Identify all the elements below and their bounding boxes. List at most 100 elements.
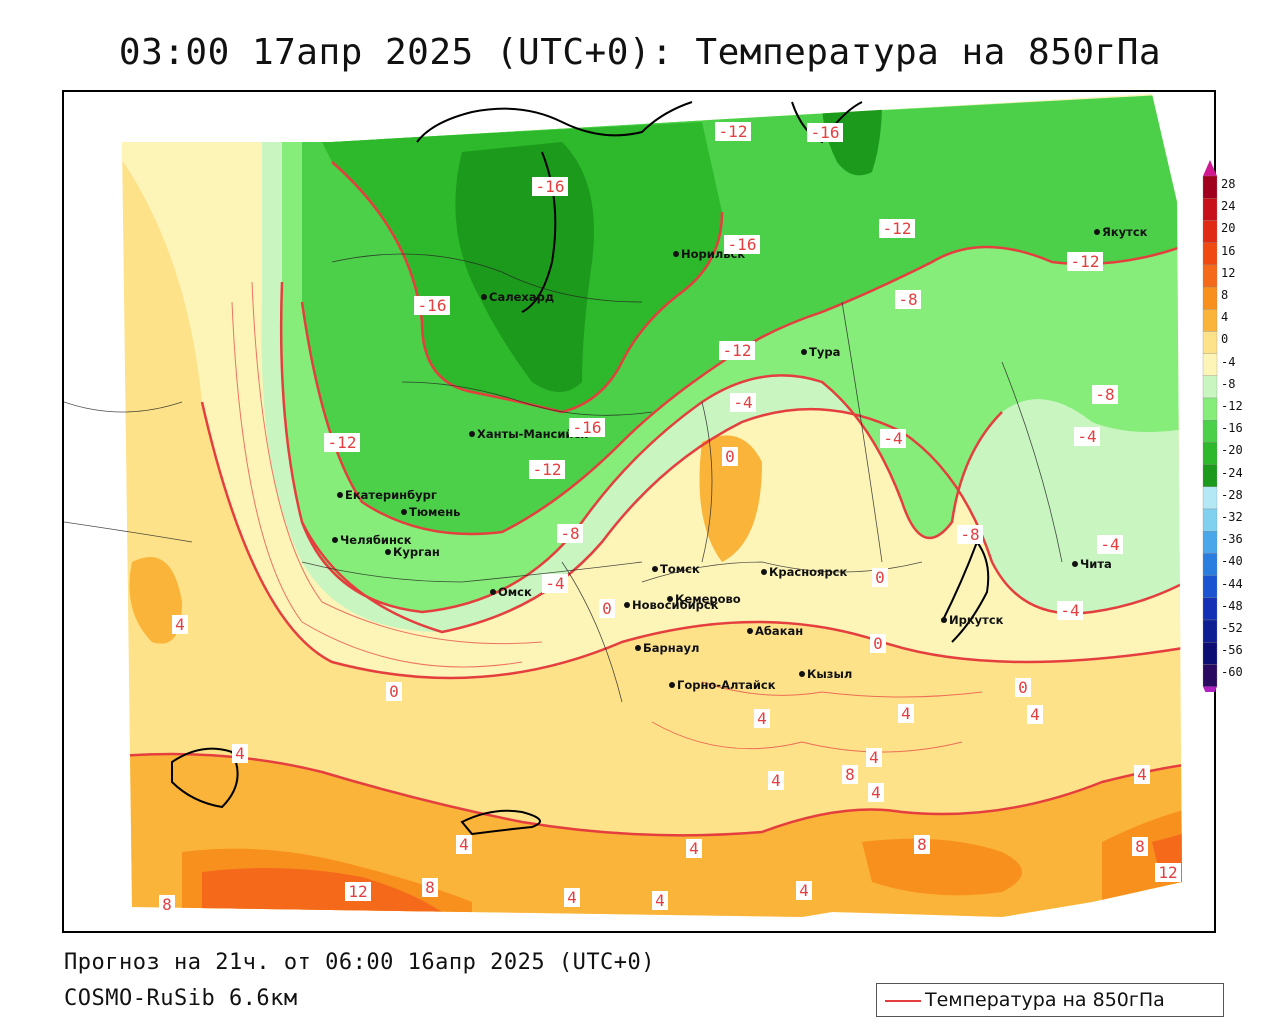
colorbar-swatch [1202,597,1218,621]
colorbar-tick-label: -4 [1221,354,1236,369]
isotherm-label: 8 [159,895,175,914]
colorbar-tick-label: -52 [1221,621,1243,635]
colorbar-tick-label: -16 [1221,421,1243,436]
isotherm-label-box [422,878,438,897]
isotherm-label: -12 [879,219,915,238]
city-label: Иркутск [949,613,1004,627]
isotherm-label-text: -4 [733,393,752,412]
isotherm-label-box [414,296,450,315]
isotherm-label: -4 [1074,427,1100,446]
colorbar-swatch [1202,264,1218,288]
isotherm-label-text: 4 [689,839,699,858]
city-marker: Якутск [1094,225,1148,239]
isotherm-label: 4 [686,839,702,858]
isotherm-label: 4 [796,881,812,900]
isotherm-label-box [796,881,812,900]
isotherm-label-text: -8 [898,290,917,309]
isotherm-label-box [807,123,843,142]
city-marker: Омск [490,585,532,599]
isotherm-label-text: 4 [869,748,879,767]
map-title: 03:00 17апр 2025 (UTC+0): Температура на… [118,32,1162,73]
isotherm-label: 4 [456,835,472,854]
city-dot [401,509,407,515]
isotherm-label-text: 8 [845,765,855,784]
city-dot [635,645,641,651]
isotherm-label-text: -8 [1095,385,1114,404]
city-label: Кызыл [807,667,852,681]
isotherm-label-text: 4 [901,704,911,723]
city-dot [761,569,767,575]
city-marker: Абакан [747,624,803,638]
city-marker: Салехард [481,290,554,304]
isotherm-label-text: 8 [1135,837,1145,856]
city-label: Якутск [1102,225,1148,239]
colorbar-tick-label: -28 [1221,487,1243,502]
city-label: Томск [660,562,700,576]
city-label: Тура [809,345,840,359]
isotherm-label-box [895,290,921,309]
temperature-map: СалехардНорильскЯкутскТураХанты-Мансийск… [64,92,1214,931]
colorbar-swatch [1202,375,1218,399]
isotherm-label: 8 [1132,837,1148,856]
isotherm-label: -16 [569,418,605,437]
city-dot [385,549,391,555]
city-label: Салехард [489,290,554,304]
city-label: Курган [393,545,440,559]
isotherm-label: 0 [1015,678,1031,697]
isotherm-label: 4 [868,783,884,802]
city-label: Барнаул [643,641,699,655]
isotherm-label: -4 [1097,535,1123,554]
colorbar-tick-label: -56 [1221,643,1243,658]
isotherm-label-text: 4 [757,709,767,728]
city-dot [799,671,805,677]
isotherm-label: -4 [880,429,906,448]
isotherm-label-text: 0 [875,568,885,587]
isotherm-label-box [730,393,756,412]
colorbar-tick-label: 24 [1221,199,1236,214]
isotherm-label-box [557,524,583,543]
isotherm-label: -4 [542,574,568,593]
isotherm-label-box [957,525,983,544]
city-label: Омск [498,585,532,599]
isotherm-label-box [842,765,858,784]
city-dot [490,589,496,595]
isotherm-label: 8 [842,765,858,784]
city-marker: Тюмень [401,505,460,519]
city-marker: Челябинск [332,533,412,547]
isotherm-label-box [1057,601,1083,620]
isotherm-label-text: 4 [567,888,577,907]
city-label: Абакан [755,624,803,638]
isotherm-label-text: -4 [1100,535,1119,554]
colorbar-swatch [1202,575,1218,598]
city-label: Тюмень [409,505,460,519]
isotherm-label: -16 [414,296,450,315]
city-label: Красноярск [769,565,847,579]
isotherm-label-text: -4 [545,574,564,593]
isotherm-label-text: -12 [723,341,752,360]
colorbar-top-arrow [1203,160,1217,176]
colorbar-swatch [1202,442,1218,465]
city-marker: Кызыл [799,667,852,681]
isotherm-label-text: -12 [719,122,748,141]
isotherm-label: -16 [532,177,568,196]
isotherm-label: 0 [870,634,886,653]
isotherm-label-text: -16 [573,418,602,437]
isotherm-label-text: 0 [1018,678,1028,697]
isotherm-label: 4 [768,771,784,790]
isotherm-label: -12 [1067,252,1103,271]
colorbar-tick-label: -32 [1221,510,1243,524]
isotherm-label: 0 [722,447,738,466]
isotherm-label: 4 [172,615,188,634]
model-info: COSMO-RuSib 6.6км [64,986,298,1011]
city-marker: Новосибирск [624,598,719,612]
colorbar-swatch [1202,664,1218,687]
isotherm-label: 4 [1027,705,1043,724]
isotherm-label: 4 [564,888,580,907]
isotherm-label: -8 [957,525,983,544]
map-panel[interactable]: Салехард Норильск Якутск Тура Ханты-Мансийск… [62,90,1216,933]
isotherm-label-box [715,122,751,141]
isotherm-label-box [1067,252,1103,271]
isotherm-label-box [719,341,755,360]
colorbar-tick-label: -20 [1221,443,1243,458]
isotherm-label: 12 [345,882,371,901]
